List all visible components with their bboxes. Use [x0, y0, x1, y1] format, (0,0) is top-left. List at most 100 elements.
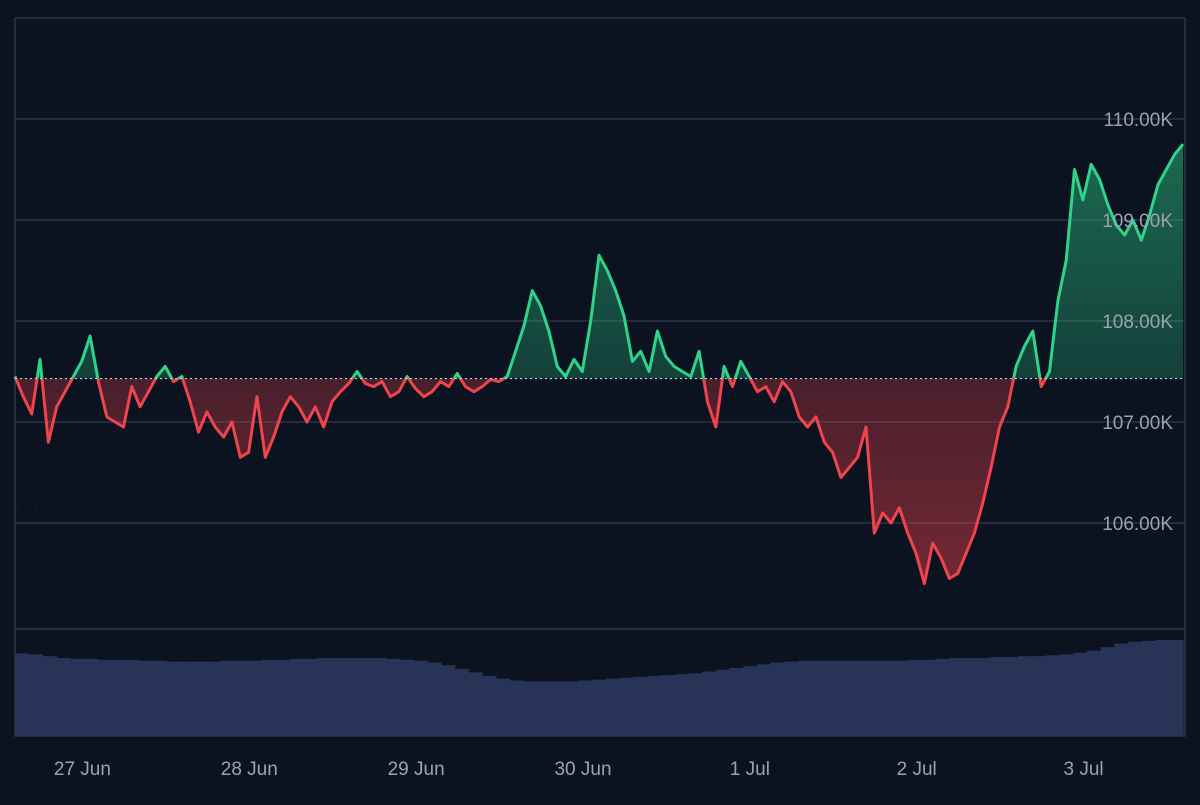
volume-bar [427, 663, 441, 737]
x-tick-label: 2 Jul [897, 759, 937, 780]
volume-bar [1018, 656, 1032, 736]
volume-bar [771, 663, 785, 737]
volume-bar [991, 657, 1005, 736]
volume-bar [798, 661, 812, 736]
volume-bar [661, 675, 675, 736]
x-tick-label: 1 Jul [730, 759, 770, 780]
volume-bar [963, 658, 977, 736]
volume-bar [633, 677, 647, 736]
volume-bar [592, 680, 606, 736]
x-tick-label: 29 Jun [388, 759, 445, 780]
volume-bar [702, 672, 716, 737]
volume-bar [125, 660, 139, 736]
volume-bar [1032, 656, 1046, 736]
volume-bar [647, 676, 661, 736]
volume-bar [455, 669, 469, 736]
volume-bar [482, 676, 496, 736]
volume-bar [716, 670, 730, 736]
volume-bar [688, 673, 702, 736]
volume-bar [922, 660, 936, 736]
volume-bar [908, 660, 922, 736]
volume-bar [317, 658, 331, 736]
volume-bar [345, 658, 359, 736]
volume-bar [468, 672, 482, 736]
volume-bar [207, 662, 221, 736]
volume-bar [894, 661, 908, 736]
volume-bar [400, 660, 414, 736]
volume-bar [881, 661, 895, 736]
y-tick-label: 108.00K [1102, 312, 1173, 333]
volume-layer [15, 640, 1184, 736]
volume-bar [510, 681, 524, 737]
volume-bar [743, 666, 757, 736]
volume-bar [152, 661, 166, 736]
volume-bar [139, 661, 153, 736]
volume-bar [1128, 642, 1142, 736]
volume-bar [1004, 657, 1018, 736]
volume-bar [221, 661, 235, 736]
volume-bar [812, 661, 826, 736]
volume-bar [111, 660, 125, 736]
volume-bar [331, 658, 345, 736]
volume-bar [606, 679, 620, 736]
volume-bar [496, 679, 510, 736]
y-tick-label: 107.00K [1102, 413, 1173, 434]
volume-bar [359, 658, 373, 736]
volume-bar [565, 681, 579, 736]
volume-bar [867, 661, 881, 736]
volume-bar [1114, 644, 1128, 736]
y-tick-label: 106.00K [1102, 514, 1173, 535]
x-tick-label: 28 Jun [221, 759, 278, 780]
volume-bar [262, 660, 276, 736]
volume-bar [1169, 640, 1183, 736]
volume-bar [235, 661, 249, 736]
area-above-baseline [15, 144, 1183, 583]
volume-bar [386, 659, 400, 736]
volume-bar [1101, 647, 1115, 736]
y-tick-label: 109.00K [1102, 211, 1173, 232]
volume-bar [15, 654, 29, 737]
side-label: 114 [18, 501, 47, 521]
volume-bar [290, 659, 304, 736]
x-tick-label: 3 Jul [1064, 759, 1104, 780]
volume-bar [441, 665, 455, 736]
volume-bar [29, 654, 43, 736]
volume-bar [537, 681, 551, 736]
area-layer [15, 144, 1183, 583]
volume-bar [675, 674, 689, 736]
volume-bar [1046, 655, 1060, 736]
volume-bar [523, 681, 537, 736]
volume-bar [826, 661, 840, 736]
y-tick-label: 110.00K [1104, 110, 1174, 131]
volume-bar [1142, 641, 1156, 736]
volume-bar [1156, 640, 1170, 736]
volume-bar [620, 678, 634, 736]
volume-bar [578, 681, 592, 737]
volume-bar [276, 660, 290, 736]
volume-bar [853, 661, 867, 736]
volume-bar [936, 659, 950, 736]
volume-bar [249, 661, 263, 736]
volume-bar [194, 662, 208, 736]
volume-bar [84, 659, 98, 736]
volume-bar [56, 658, 70, 736]
x-tick-label: 30 Jun [554, 759, 611, 780]
volume-bar [166, 662, 180, 736]
x-axis: 27 Jun 28 Jun 29 Jun 30 Jun 1 Jul 2 Jul 3 Jul [54, 759, 1104, 780]
volume-bar [1073, 653, 1087, 736]
volume-bar [839, 661, 853, 736]
volume-bar [70, 659, 84, 736]
volume-bar [304, 659, 318, 736]
volume-bar [551, 681, 565, 736]
volume-bar [1087, 651, 1101, 736]
x-tick-label: 27 Jun [54, 759, 111, 780]
volume-bar [372, 658, 386, 736]
volume-bar [949, 658, 963, 736]
volume-bar [1059, 654, 1073, 736]
volume-bar [785, 662, 799, 736]
volume-bar [42, 656, 56, 736]
volume-bar [757, 664, 771, 736]
volume-bar [730, 668, 744, 736]
